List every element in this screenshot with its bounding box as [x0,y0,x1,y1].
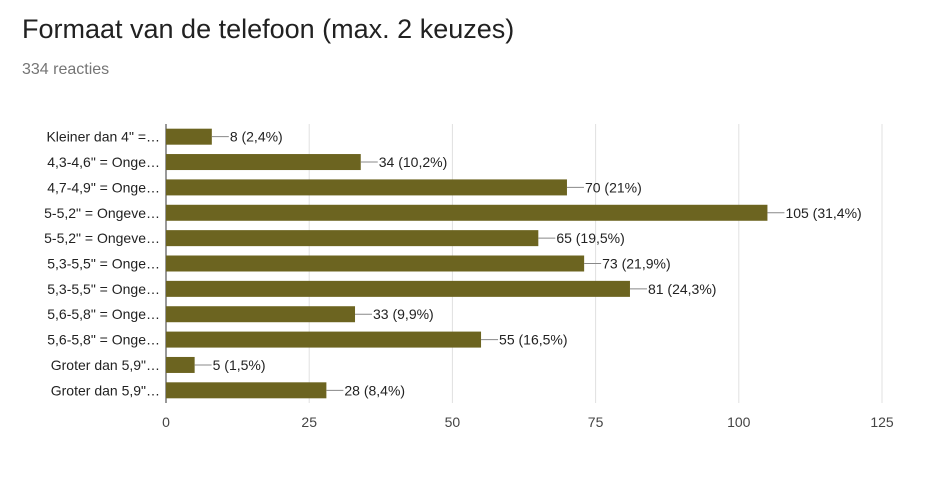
x-tick-label: 0 [162,414,170,430]
data-label: 65 (19,5%) [556,230,624,246]
category-label: 4,3-4,6" = Onge… [47,154,160,170]
category-label: 5,3-5,5" = Onge… [47,256,160,272]
bar [166,255,585,272]
category-label: 5,6-5,8" = Onge… [47,306,160,322]
category-label: 4,7-4,9" = Onge… [47,179,160,195]
x-tick-label: 100 [727,414,751,430]
bar [166,331,482,348]
x-tick-label: 25 [301,414,317,430]
category-label: 5-5,2" = Ongeve… [44,205,160,221]
bar [166,356,195,373]
data-label: 55 (16,5%) [499,332,567,348]
category-label: Groter dan 5,9"… [51,382,160,398]
category-label: Kleiner dan 4" =… [46,129,160,145]
data-label: 28 (8,4%) [344,382,405,398]
data-label: 33 (9,9%) [373,306,434,322]
bar [166,230,539,247]
data-label: 70 (21%) [585,179,642,195]
category-label: 5,6-5,8" = Onge… [47,332,160,348]
bar [166,382,327,399]
data-label: 34 (10,2%) [379,154,447,170]
x-tick-label: 50 [445,414,461,430]
response-count: 334 reacties [22,61,110,78]
x-tick-label: 125 [870,414,894,430]
bar [166,280,630,297]
category-label: Groter dan 5,9"… [51,357,160,373]
bar [166,204,768,221]
data-label: 5 (1,5%) [213,357,266,373]
data-label: 73 (21,9%) [602,256,670,272]
bar [166,306,356,323]
x-tick-label: 75 [588,414,604,430]
chart-title: Formaat van de telefoon (max. 2 keuzes) [22,14,515,44]
bar [166,179,567,196]
category-label: 5-5,2" = Ongeve… [44,230,160,246]
data-label: 8 (2,4%) [230,129,283,145]
bar [166,128,212,145]
data-label: 81 (24,3%) [648,281,716,297]
bar [166,154,361,171]
data-label: 105 (31,4%) [785,205,861,221]
category-label: 5,3-5,5" = Onge… [47,281,160,297]
